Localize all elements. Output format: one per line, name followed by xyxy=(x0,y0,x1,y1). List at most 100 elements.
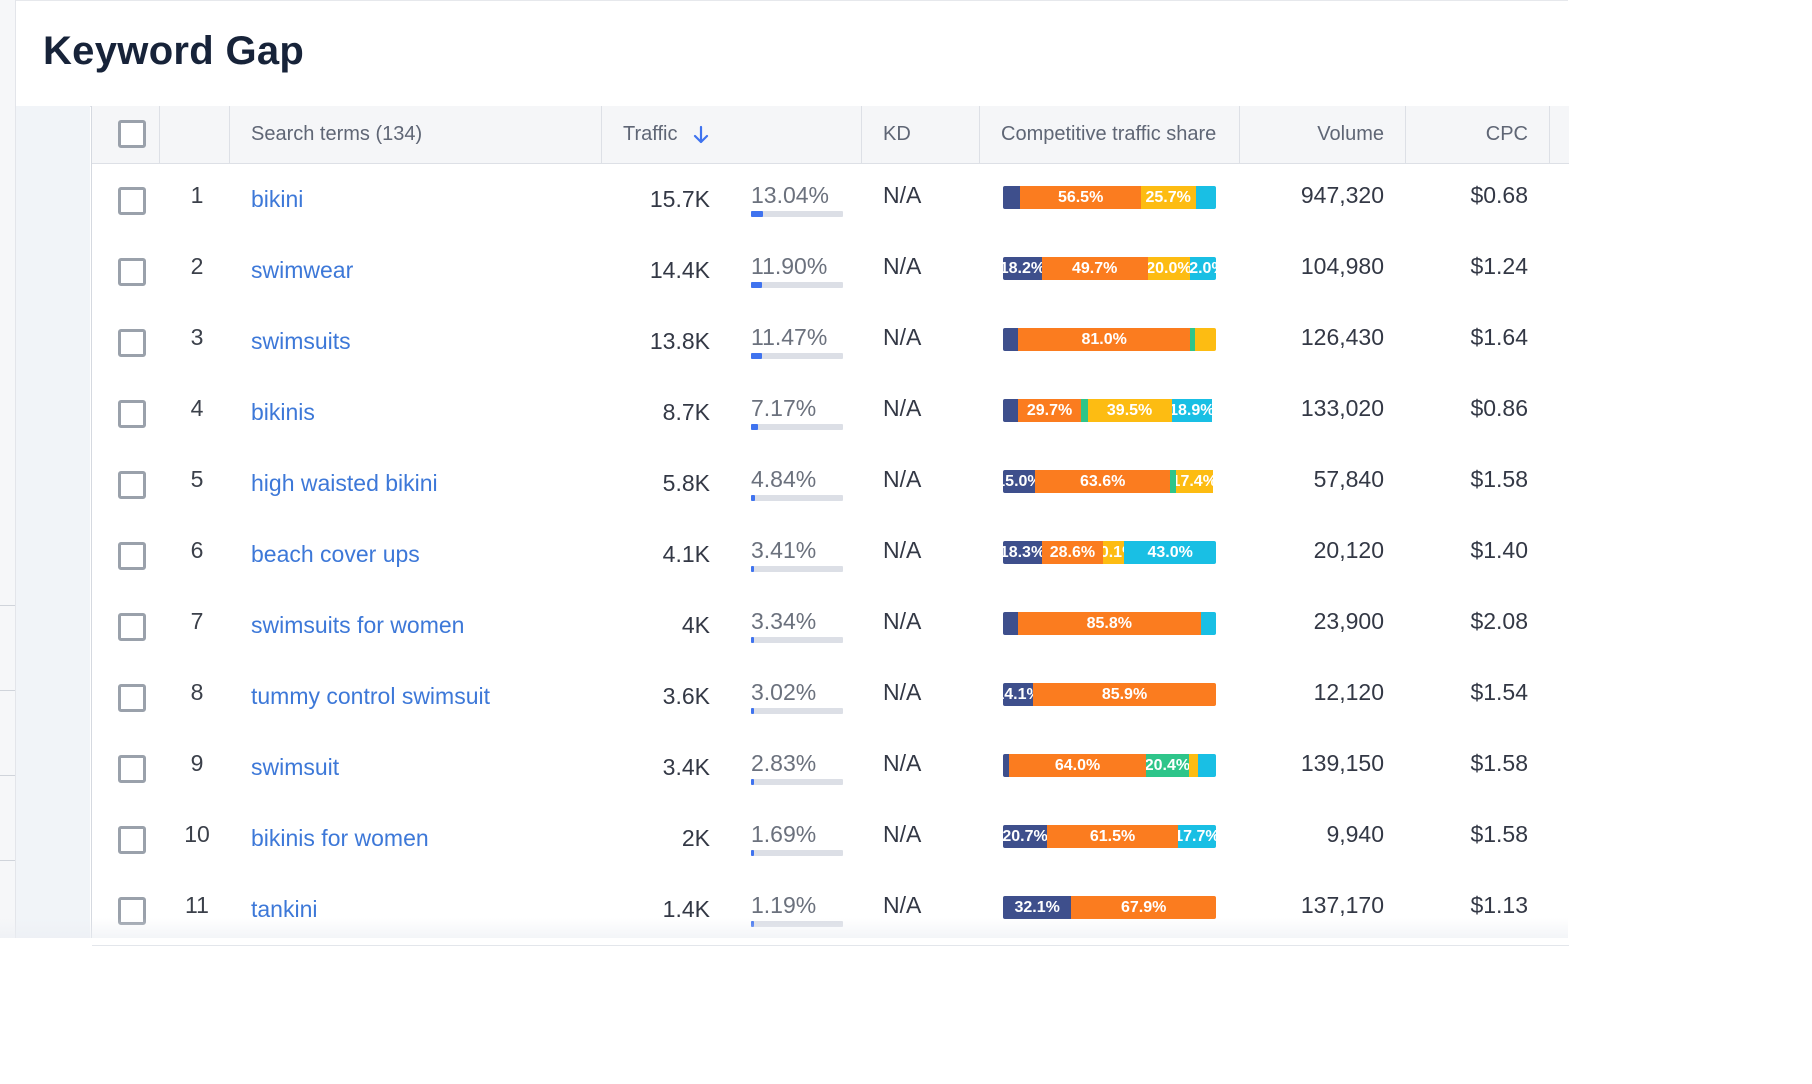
keyword-link[interactable]: swimsuits xyxy=(251,328,351,354)
table-row[interactable]: 4 bikinis 8.7K 7.17% N/A 29.7% 39.5% 18.9% 133,0… xyxy=(92,377,1569,449)
share-segment xyxy=(1200,612,1216,635)
table-row[interactable]: 5 high waisted bikini 5.8K 4.84% N/A 15.0%63.… xyxy=(92,448,1569,520)
cpc-value: $1.58 xyxy=(1470,466,1528,492)
header-volume[interactable]: Volume xyxy=(1240,106,1406,163)
competitive-share-bar[interactable]: 14.1%85.9% xyxy=(1003,683,1216,706)
keyword-link[interactable]: swimsuit xyxy=(251,754,340,780)
share-segment xyxy=(1189,754,1198,777)
header-kd[interactable]: KD xyxy=(862,106,980,163)
competitive-share-bar[interactable]: 56.5% 25.7% xyxy=(1003,186,1216,209)
header-kd-label: KD xyxy=(883,123,911,145)
traffic-percent-bar-fill xyxy=(751,708,754,714)
share-segment xyxy=(1195,186,1216,209)
row-number: 1 xyxy=(190,182,204,208)
share-segment: 43.0% xyxy=(1124,541,1216,564)
table-row[interactable]: 2 swimwear 14.4K 11.90% N/A 18.2%49.7%20.0%12… xyxy=(92,235,1569,307)
row-number: 4 xyxy=(190,395,204,421)
traffic-percent-bar-fill xyxy=(751,637,755,643)
row-checkbox[interactable] xyxy=(118,897,146,925)
share-segment: 20.7% xyxy=(1003,825,1048,848)
header-competitive-share[interactable]: Competitive traffic share xyxy=(980,106,1240,163)
competitive-share-bar[interactable]: 85.8% xyxy=(1003,612,1216,635)
volume-value: 20,120 xyxy=(1313,537,1384,563)
share-segment: 17.4% xyxy=(1175,470,1213,493)
traffic-percent-bar-fill xyxy=(751,353,762,359)
row-checkbox[interactable] xyxy=(118,826,146,854)
header-competitive-share-label: Competitive traffic share xyxy=(1001,123,1217,145)
row-checkbox[interactable] xyxy=(118,613,146,641)
table-row[interactable]: 1 bikini 15.7K 13.04% N/A 56.5% 25.7% 947,320 $0… xyxy=(92,164,1569,236)
competitive-share-bar[interactable]: 15.0%63.6%17.4% xyxy=(1003,470,1216,493)
competitive-share-bar[interactable]: 32.1% 67.9% xyxy=(1003,896,1216,919)
traffic-value: 13.8K xyxy=(649,328,710,354)
traffic-percent-bar-fill xyxy=(751,779,754,785)
row-number: 5 xyxy=(190,466,204,492)
row-checkbox[interactable] xyxy=(118,684,146,712)
table-row[interactable]: 7 swimsuits for women 4K 3.34% N/A 85.8% 23,90… xyxy=(92,590,1569,662)
competitive-share-bar[interactable]: 64.0% 20.4% xyxy=(1003,754,1216,777)
gutter-divider xyxy=(0,605,15,606)
competitive-share-bar[interactable]: 29.7% 39.5% 18.9% xyxy=(1003,399,1216,422)
share-segment: 49.7% xyxy=(1041,257,1148,280)
traffic-percent-bar xyxy=(751,566,843,572)
row-checkbox[interactable] xyxy=(118,329,146,357)
share-segment: 14.1% xyxy=(1003,683,1034,706)
keyword-link[interactable]: tankini xyxy=(251,896,318,922)
row-checkbox[interactable] xyxy=(118,471,146,499)
row-checkbox[interactable] xyxy=(118,542,146,570)
keyword-link[interactable]: beach cover ups xyxy=(251,541,420,567)
table-row[interactable]: 9 swimsuit 3.4K 2.83% N/A 64.0% 20.4% 139,150 $1… xyxy=(92,732,1569,804)
traffic-percent: 11.90% xyxy=(751,253,828,279)
header-search-terms[interactable]: Search terms (134) xyxy=(230,106,602,163)
header-cpc[interactable]: CPC xyxy=(1406,106,1550,163)
row-checkbox[interactable] xyxy=(118,400,146,428)
select-all-checkbox[interactable] xyxy=(118,120,146,148)
row-checkbox[interactable] xyxy=(118,755,146,783)
traffic-percent-bar-fill xyxy=(751,566,755,572)
table-row[interactable]: 6 beach cover ups 4.1K 3.41% N/A 18.3%28.6%10… xyxy=(92,519,1569,591)
traffic-percent: 7.17% xyxy=(751,395,817,421)
header-volume-label: Volume xyxy=(1317,123,1384,145)
volume-value: 23,900 xyxy=(1313,608,1384,634)
share-segment: 18.3% xyxy=(1003,541,1042,564)
table-header: Search terms (134) Traffic KD Competitiv… xyxy=(92,106,1569,164)
competitive-share-bar[interactable]: 20.7%61.5%17.7% xyxy=(1003,825,1216,848)
keyword-link[interactable]: swimwear xyxy=(251,257,354,283)
competitive-share-bar[interactable]: 81.0% xyxy=(1003,328,1216,351)
table-row[interactable]: 11 tankini 1.4K 1.19% N/A 32.1% 67.9% 137,170 $1… xyxy=(92,874,1569,946)
keyword-link[interactable]: swimsuits for women xyxy=(251,612,465,638)
keyword-link[interactable]: tummy control swimsuit xyxy=(251,683,490,709)
header-traffic[interactable]: Traffic xyxy=(602,106,862,163)
kd-value: N/A xyxy=(883,537,922,563)
traffic-percent-bar-fill xyxy=(751,424,758,430)
traffic-percent: 1.19% xyxy=(751,892,817,918)
header-select-cell xyxy=(92,106,160,163)
table-row[interactable]: 8 tummy control swimsuit 3.6K 3.02% N/A 14.1%… xyxy=(92,661,1569,733)
volume-value: 9,940 xyxy=(1326,821,1384,847)
share-segment: 20.4% xyxy=(1145,754,1190,777)
kd-value: N/A xyxy=(883,892,922,918)
competitive-share-bar[interactable]: 18.3%28.6%10.1%43.0% xyxy=(1003,541,1216,564)
gutter-divider xyxy=(0,775,15,776)
traffic-percent-bar-fill xyxy=(751,921,754,927)
header-cpc-label: CPC xyxy=(1485,123,1528,145)
keyword-link[interactable]: bikini xyxy=(251,186,304,212)
keyword-link[interactable]: high waisted bikini xyxy=(251,470,438,496)
kd-value: N/A xyxy=(883,395,922,421)
row-checkbox[interactable] xyxy=(118,187,146,215)
keyword-link[interactable]: bikinis for women xyxy=(251,825,429,851)
cpc-value: $1.58 xyxy=(1470,821,1528,847)
share-segment xyxy=(1081,399,1088,422)
share-segment: 20.0% xyxy=(1147,257,1191,280)
share-segment xyxy=(1003,612,1018,635)
arrow-down-icon[interactable] xyxy=(691,124,711,146)
table-row[interactable]: 10 bikinis for women 2K 1.69% N/A 20.7% 61.5% 1… xyxy=(92,803,1569,875)
traffic-percent: 3.41% xyxy=(751,537,817,563)
row-checkbox[interactable] xyxy=(118,258,146,286)
traffic-value: 14.4K xyxy=(649,257,710,283)
competitive-share-bar[interactable]: 18.2%49.7%20.0%12.0% xyxy=(1003,257,1216,280)
table-row[interactable]: 3 swimsuits 13.8K 11.47% N/A 81.0% 126,430 $1.6… xyxy=(92,306,1569,378)
share-segment: 12.0% xyxy=(1190,257,1216,280)
keyword-link[interactable]: bikinis xyxy=(251,399,315,425)
cpc-value: $0.86 xyxy=(1470,395,1528,421)
